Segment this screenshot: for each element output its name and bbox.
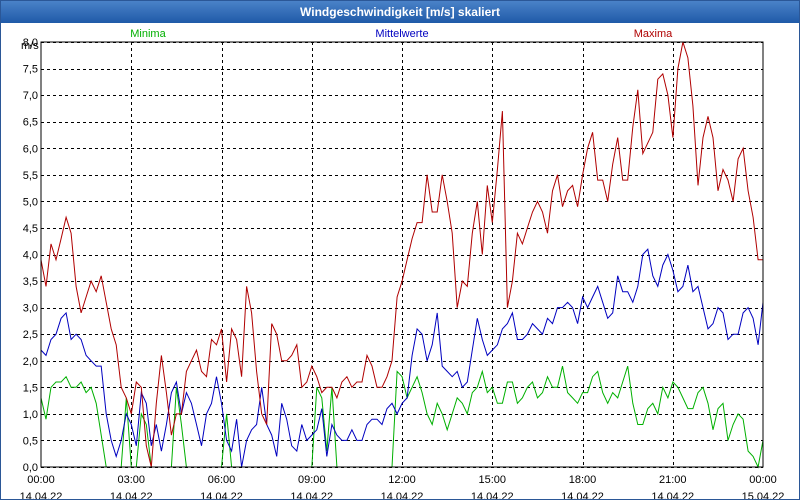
x-tick-label-time: 00:00 <box>27 474 55 486</box>
x-tick-label-time: 03:00 <box>117 474 145 486</box>
x-tick-label-date: 14.04.22 <box>290 491 333 499</box>
y-axis-label: m/s <box>21 40 39 52</box>
x-tick-label-time: 15:00 <box>478 474 506 486</box>
y-tick-label: 6,5 <box>23 117 38 129</box>
y-tick-label: 5,5 <box>23 170 38 182</box>
legend-minima: Minima <box>130 28 166 40</box>
legend: Minima Mittelwerte Maxima <box>130 28 673 40</box>
x-tick-label-date: 14.04.22 <box>381 491 424 499</box>
wind-speed-chart: m/s Minima Mittelwerte Maxima 0,0 0,5 1,0 1,5… <box>20 28 785 499</box>
x-ticks: 00:00 14.04.22 03:00 14.04.22 06:00 14.04.22 0… <box>20 474 785 499</box>
x-tick-label-date: 14.04.22 <box>110 491 153 499</box>
legend-maxima: Maxima <box>634 28 673 40</box>
chart-title: Windgeschwindigkeit [m/s] skaliert <box>300 5 500 19</box>
y-tick-label: 5,0 <box>23 196 38 208</box>
y-tick-label: 3,0 <box>23 303 38 315</box>
legend-mittelwerte: Mittelwerte <box>375 28 428 40</box>
y-tick-label: 3,5 <box>23 276 38 288</box>
x-tick-label-time: 06:00 <box>208 474 236 486</box>
y-tick-label: 8,0 <box>23 37 38 49</box>
y-tick-label: 2,5 <box>23 329 38 341</box>
series-line-minima <box>40 365 764 469</box>
x-tick-label-time: 00:00 <box>749 474 777 486</box>
y-tick-label: 1,5 <box>23 382 38 394</box>
y-tick-label: 1,0 <box>23 409 38 421</box>
x-tick-label-date: 15.04.22 <box>742 491 785 499</box>
y-tick-label: 0,0 <box>23 462 38 474</box>
x-tick-label-date: 14.04.22 <box>471 491 514 499</box>
x-tick-label-date: 14.04.22 <box>561 491 604 499</box>
x-tick-label-time: 18:00 <box>569 474 597 486</box>
x-tick-label-date: 14.04.22 <box>20 491 63 499</box>
y-tick-label: 6,0 <box>23 143 38 155</box>
y-tick-label: 7,5 <box>23 64 38 76</box>
x-tick-label-time: 21:00 <box>659 474 687 486</box>
y-tick-label: 0,5 <box>23 435 38 447</box>
y-ticks: 0,0 0,5 1,0 1,5 2,0 2,5 3,0 3,5 4,0 4,5 5,0 5,5 6,0 6… <box>23 37 38 474</box>
x-tick-label-time: 12:00 <box>388 474 416 486</box>
plot-frame <box>40 41 764 468</box>
y-tick-label: 4,5 <box>23 223 38 235</box>
y-tick-label: 4,0 <box>23 250 38 262</box>
y-tick-label: 7,0 <box>23 90 38 102</box>
grid-lines <box>41 42 763 468</box>
x-tick-label-date: 14.04.22 <box>200 491 243 499</box>
title-bar: Windgeschwindigkeit [m/s] skaliert <box>1 1 799 23</box>
x-tick-label-date: 14.04.22 <box>651 491 694 499</box>
x-tick-label-time: 09:00 <box>298 474 326 486</box>
y-tick-label: 2,0 <box>23 356 38 368</box>
